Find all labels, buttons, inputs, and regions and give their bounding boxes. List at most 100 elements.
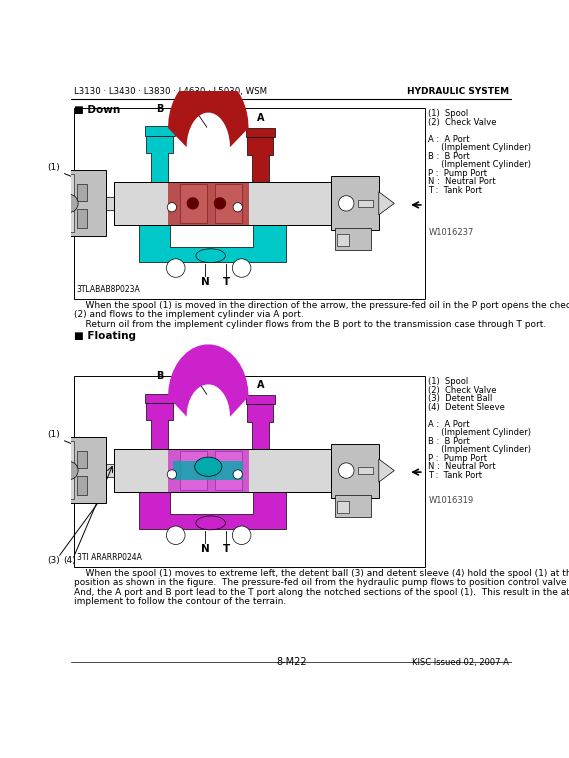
Bar (168, 449, 249, 492)
Circle shape (232, 526, 251, 544)
Polygon shape (138, 225, 286, 262)
Text: (4)  Detent Sleeve: (4) Detent Sleeve (428, 402, 505, 412)
Circle shape (214, 197, 226, 209)
Bar (114, 182, 331, 225)
Bar (215, 184, 242, 223)
Text: A: A (257, 381, 264, 390)
Bar (335, 495, 371, 517)
Text: P :  Pump Port: P : Pump Port (428, 453, 488, 462)
Bar (145, 127, 175, 136)
Text: A :  A Port: A : A Port (428, 420, 470, 429)
Bar (77, 208, 86, 228)
Text: HYDRAULIC SYSTEM: HYDRAULIC SYSTEM (407, 87, 509, 96)
Circle shape (60, 194, 78, 213)
Text: 8-M22: 8-M22 (276, 657, 307, 667)
Polygon shape (146, 136, 174, 182)
Text: And, the A port and B port lead to the T port along the notched sections of the : And, the A port and B port lead to the T… (74, 587, 569, 597)
Circle shape (339, 463, 354, 478)
Text: implement to follow the contour of the terrain.: implement to follow the contour of the t… (74, 597, 286, 606)
Circle shape (339, 196, 354, 211)
Bar (58, 437, 106, 503)
Polygon shape (379, 192, 394, 215)
Circle shape (60, 462, 78, 480)
Text: N: N (201, 277, 209, 287)
Text: N: N (201, 544, 209, 555)
Bar (74, 108, 424, 299)
Text: W1016237: W1016237 (428, 228, 474, 237)
Text: (2)  Check Valve: (2) Check Valve (428, 386, 497, 395)
Text: P: P (195, 104, 203, 114)
Bar (337, 234, 349, 246)
Polygon shape (379, 459, 394, 482)
Bar (77, 184, 86, 201)
Bar (106, 197, 170, 209)
Text: KISC Issued 02, 2007 A: KISC Issued 02, 2007 A (412, 658, 509, 667)
Polygon shape (247, 137, 273, 182)
Bar (114, 449, 331, 492)
Text: ■ Down: ■ Down (74, 105, 121, 114)
Text: T :  Tank Port: T : Tank Port (428, 471, 483, 480)
Text: Return oil from the implement cylinder flows from the B port to the transmission: Return oil from the implement cylinder f… (74, 320, 546, 329)
Text: (Implement Cylinder): (Implement Cylinder) (428, 445, 531, 454)
Bar (114, 449, 331, 492)
Text: position as shown in the figure.  The pressure-fed oil from the hydraulic pump f: position as shown in the figure. The pre… (74, 578, 569, 587)
Bar (145, 393, 175, 402)
Bar (168, 182, 249, 225)
Text: (2): (2) (232, 102, 244, 110)
Circle shape (233, 470, 242, 479)
Text: When the spool (1) moves to extreme left, the detent ball (3) and detent sleeve : When the spool (1) moves to extreme left… (74, 569, 569, 578)
Bar (331, 443, 379, 497)
Bar (60, 441, 74, 499)
Text: B: B (156, 371, 163, 381)
Bar (180, 184, 207, 223)
Bar (77, 476, 86, 495)
Circle shape (167, 202, 176, 211)
Ellipse shape (196, 516, 225, 530)
Text: B: B (156, 104, 163, 114)
Text: W1016319: W1016319 (428, 496, 473, 506)
Bar (74, 376, 424, 567)
Bar (335, 228, 371, 249)
Circle shape (167, 258, 185, 277)
Polygon shape (168, 344, 249, 417)
Text: A :  A Port: A : A Port (428, 135, 470, 144)
Text: (2)  Check Valve: (2) Check Valve (428, 118, 497, 127)
Text: N :  Neutral Port: N : Neutral Port (428, 177, 496, 186)
Bar (114, 182, 331, 225)
Text: P: P (195, 371, 203, 381)
Bar (337, 501, 349, 513)
Circle shape (232, 258, 251, 277)
Bar (58, 171, 106, 236)
Polygon shape (168, 74, 249, 147)
Bar (106, 465, 170, 477)
Bar (358, 467, 373, 475)
Bar (180, 451, 207, 490)
Bar (215, 451, 242, 490)
Text: P :  Pump Port: P : Pump Port (428, 169, 488, 177)
Text: (3): (3) (48, 556, 60, 565)
Bar (77, 451, 86, 468)
Bar (245, 128, 275, 137)
Text: (1)  Spool: (1) Spool (428, 377, 469, 387)
Text: T :  Tank Port: T : Tank Port (428, 186, 483, 195)
Circle shape (233, 202, 242, 211)
Bar (358, 199, 373, 207)
Text: (1)  Spool: (1) Spool (428, 109, 469, 118)
Text: ■ Floating: ■ Floating (74, 331, 136, 341)
Text: T: T (222, 544, 230, 555)
Circle shape (167, 526, 185, 544)
Text: When the spool (1) is moved in the direction of the arrow, the pressure-fed oil : When the spool (1) is moved in the direc… (74, 301, 569, 310)
Text: 3TLABAB8P023A: 3TLABAB8P023A (77, 285, 141, 294)
Text: (4): (4) (63, 556, 76, 565)
Polygon shape (146, 402, 174, 449)
Text: (1): (1) (48, 431, 60, 440)
Polygon shape (138, 492, 286, 529)
Ellipse shape (195, 457, 222, 476)
Bar (60, 174, 74, 232)
Text: (Implement Cylinder): (Implement Cylinder) (428, 428, 531, 437)
Text: B :  B Port: B : B Port (428, 437, 470, 446)
Ellipse shape (196, 249, 225, 263)
Text: (Implement Cylinder): (Implement Cylinder) (428, 160, 531, 169)
Polygon shape (247, 404, 273, 449)
Text: N :  Neutral Port: N : Neutral Port (428, 462, 496, 471)
